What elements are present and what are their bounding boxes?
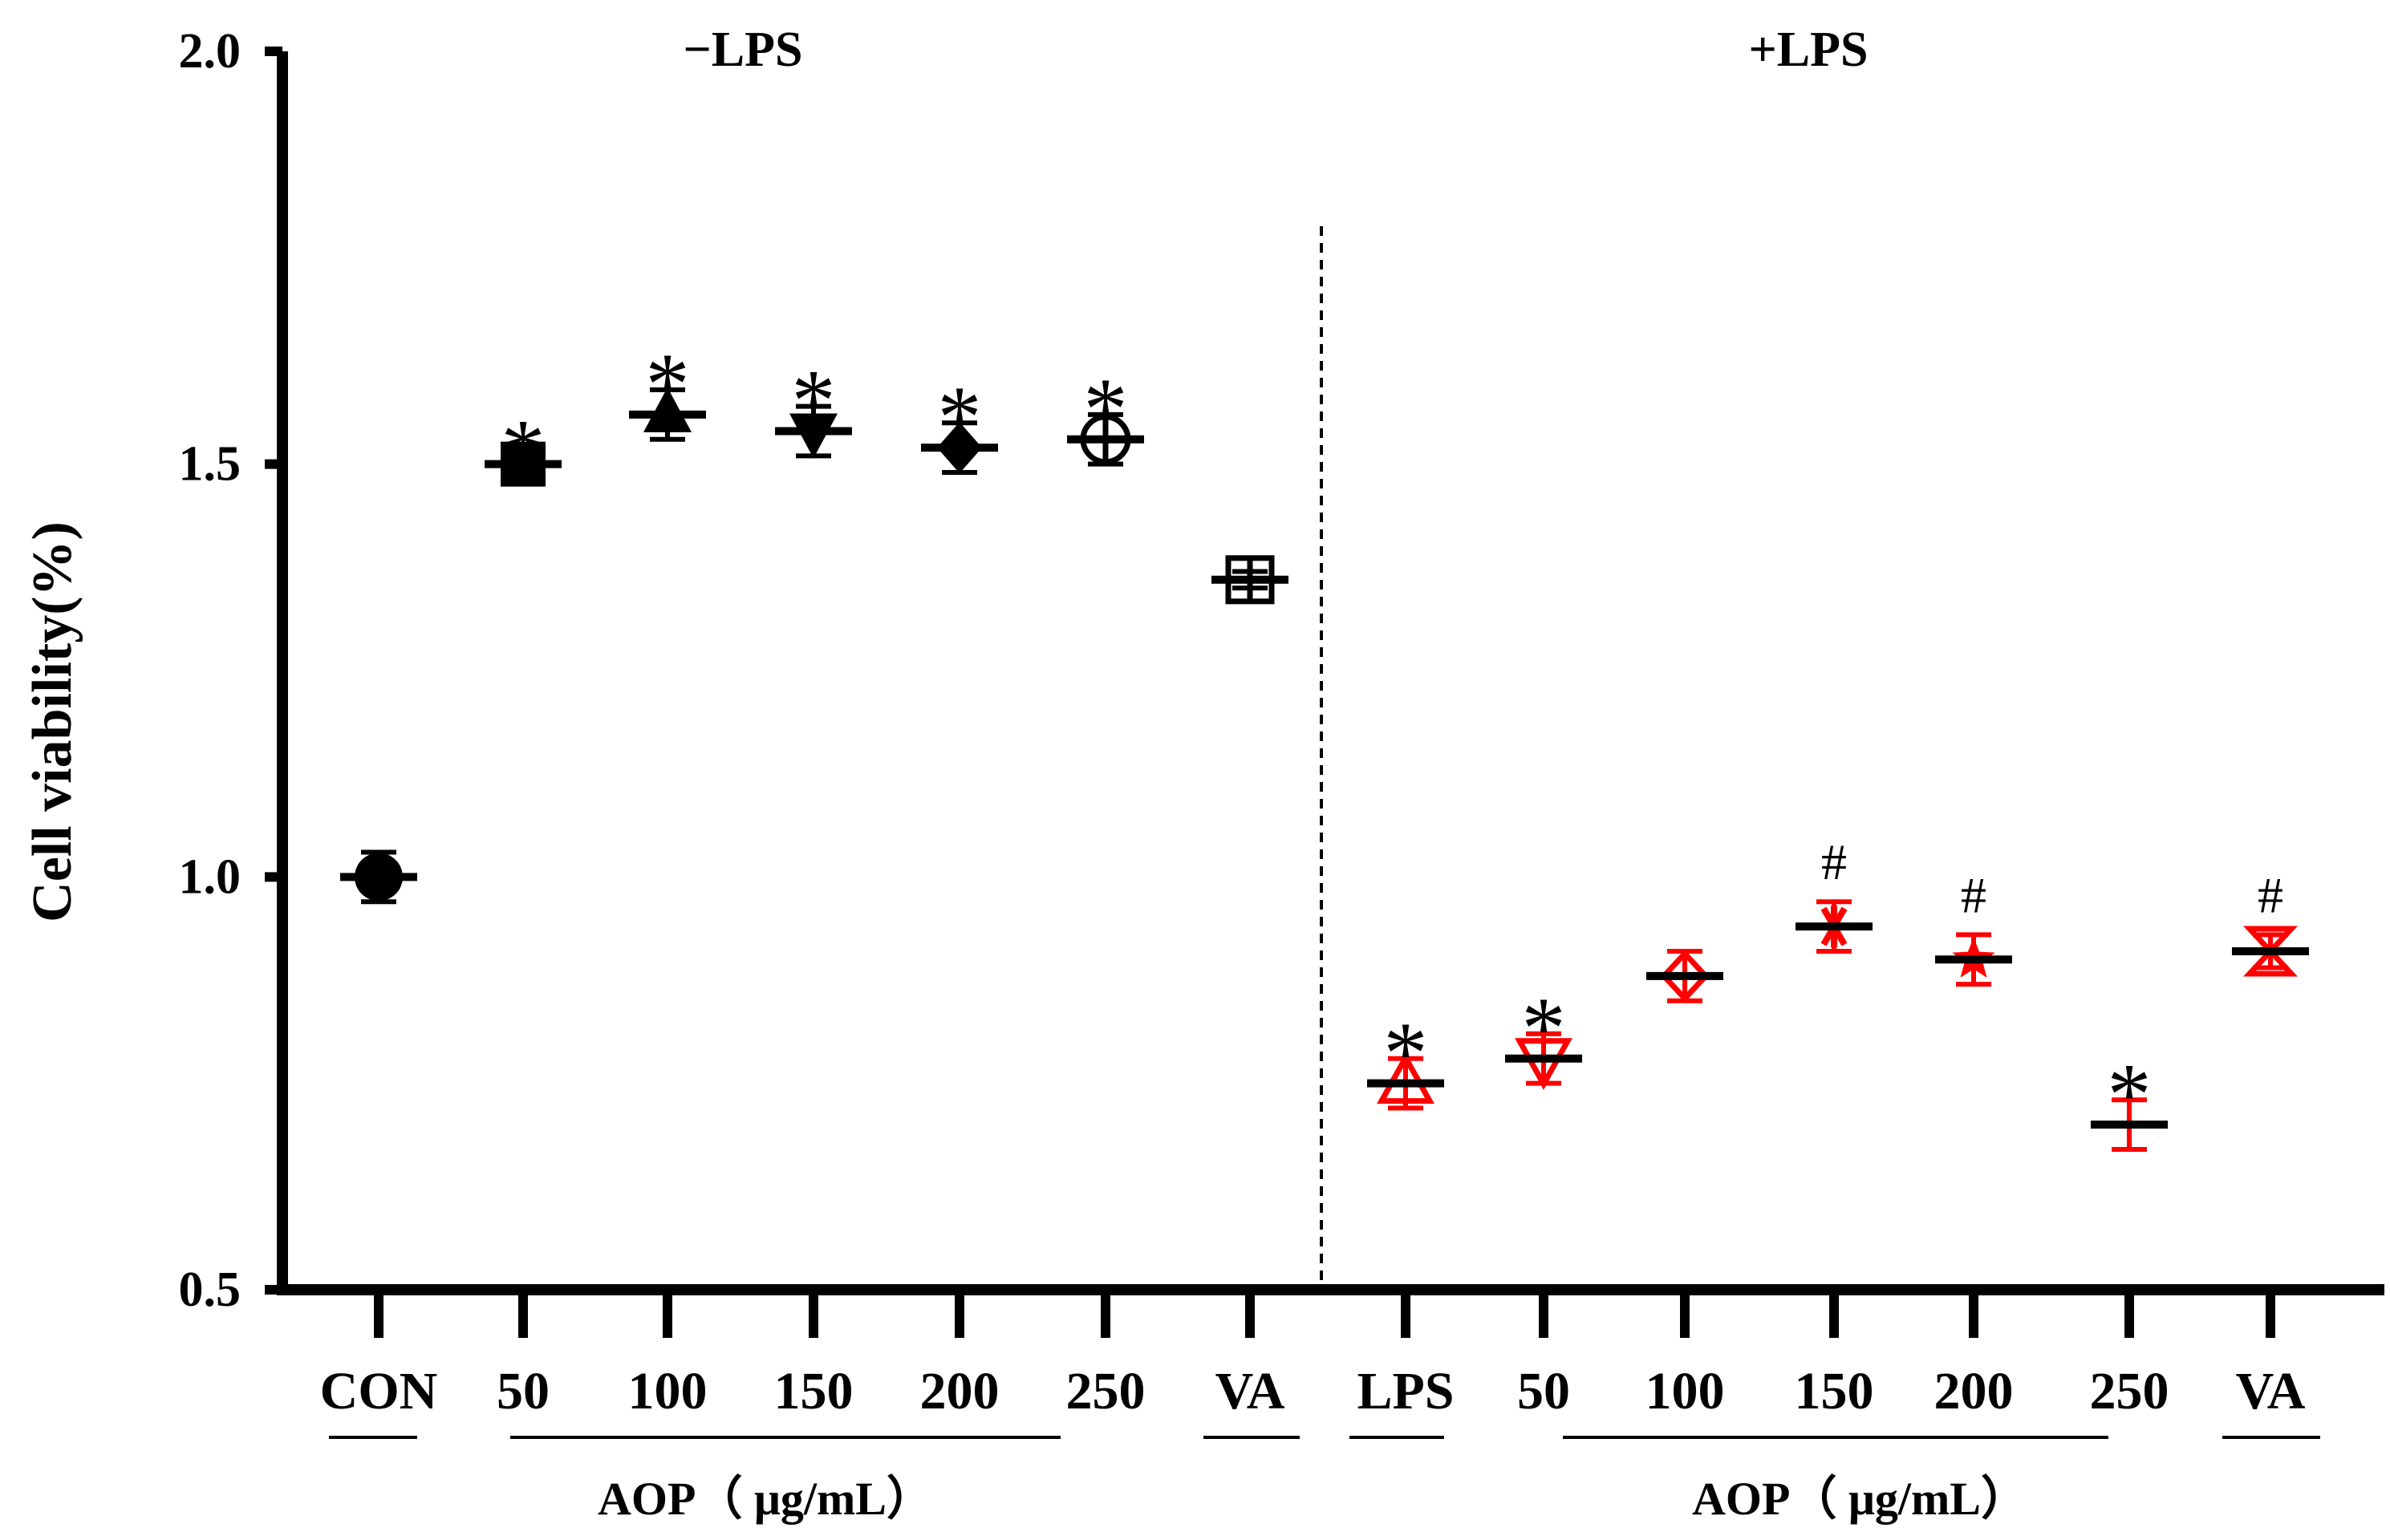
significance-asterisk: * xyxy=(501,401,546,499)
data-point: * xyxy=(485,401,562,499)
data-point: * xyxy=(629,335,706,442)
x-tick-label: 200 xyxy=(920,1362,1000,1420)
data-points: * * * * * * * # # * # xyxy=(340,335,2309,1153)
marker-triangle-up xyxy=(643,387,692,432)
data-point: * xyxy=(775,352,852,459)
y-tick-label: 0.5 xyxy=(179,1262,241,1317)
x-categories: CON 50 100 150 200 250 VA LPS 50 100 150 200 250 VA xyxy=(320,1290,2320,1439)
group-label-aop-minus: AOP（ μg/mL） xyxy=(598,1473,933,1525)
x-tick-label: 200 xyxy=(1934,1362,2014,1420)
panel-title-plus-lps: +LPS xyxy=(1748,22,1868,77)
x-tick-label: VA xyxy=(1215,1362,1285,1420)
x-tick-label: 100 xyxy=(1645,1362,1725,1420)
x-tick-label: 250 xyxy=(2090,1362,2169,1420)
data-point: * xyxy=(1367,1004,1444,1111)
significance-asterisk: * xyxy=(938,368,982,466)
data-point: * xyxy=(2091,1045,2168,1153)
x-tick-label: LPS xyxy=(1357,1362,1454,1420)
data-point: * xyxy=(1505,979,1582,1090)
x-tick-label: 100 xyxy=(628,1362,708,1420)
marker-diamond-open xyxy=(1660,949,1710,1003)
significance-asterisk: * xyxy=(1384,1004,1428,1102)
significance-asterisk: * xyxy=(1084,360,1128,458)
data-point xyxy=(340,849,417,905)
hash-annotation: # xyxy=(1821,833,1847,890)
data-point: * xyxy=(921,368,998,475)
significance-asterisk: * xyxy=(1522,979,1566,1077)
data-point: # xyxy=(1796,833,1873,954)
data-point: # xyxy=(1935,866,2012,987)
hash-annotation: # xyxy=(1961,866,1986,923)
significance-asterisk: * xyxy=(792,352,836,450)
data-point xyxy=(1211,555,1288,605)
hash-annotation: # xyxy=(2258,866,2283,923)
y-tick-label: 1.5 xyxy=(179,437,241,492)
data-point xyxy=(1646,948,1723,1003)
data-point: * xyxy=(1067,360,1144,467)
x-tick-label: CON xyxy=(320,1362,438,1420)
y-tick-label: 1.0 xyxy=(179,849,241,904)
significance-asterisk: * xyxy=(2108,1045,2152,1143)
y-axis-title: Cell viability(%) xyxy=(22,521,83,922)
marker-hourglass xyxy=(2242,926,2299,977)
marker-triangle-down xyxy=(789,413,838,459)
data-point: # xyxy=(2232,866,2309,977)
y-tick-label: 2.0 xyxy=(179,24,241,79)
y-ticks: 0.5 1.0 1.5 2.0 xyxy=(179,24,282,1317)
panel-title-minus-lps: −LPS xyxy=(683,22,802,77)
x-tick-label: 150 xyxy=(774,1362,854,1420)
x-tick-label: 150 xyxy=(1795,1362,1874,1420)
group-label-aop-plus: AOP（ μg/mL） xyxy=(1692,1473,2027,1525)
x-tick-label: 250 xyxy=(1066,1362,1146,1420)
x-tick-label: VA xyxy=(2236,1362,2306,1420)
x-tick-label: 50 xyxy=(1517,1362,1570,1420)
significance-asterisk: * xyxy=(646,335,690,433)
x-tick-label: 50 xyxy=(497,1362,550,1420)
